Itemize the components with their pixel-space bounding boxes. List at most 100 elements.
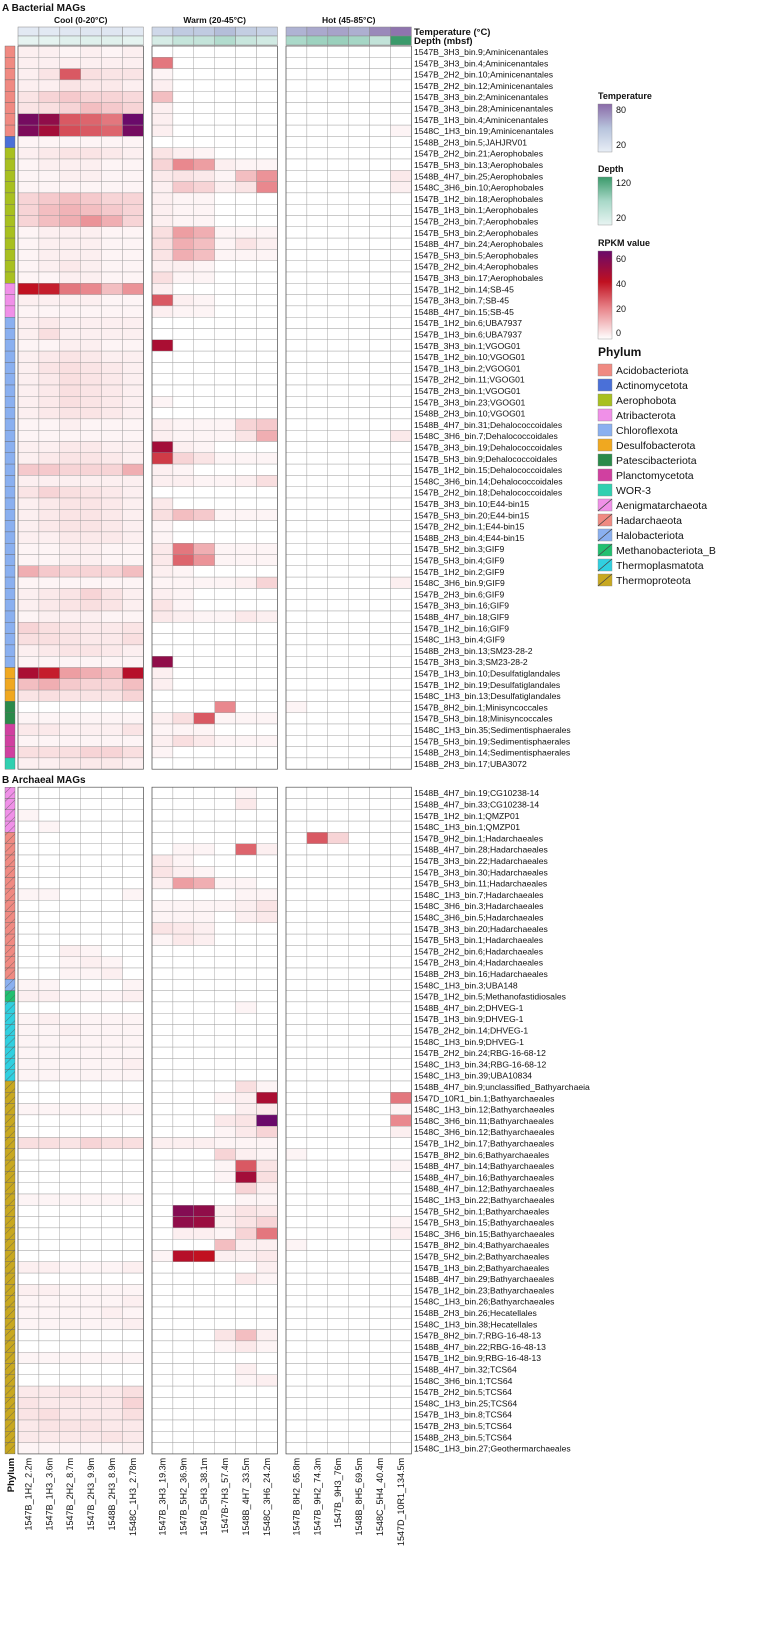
heatmap-cell: [214, 452, 236, 465]
heatmap-cell: [285, 1046, 308, 1059]
heatmap-cell: [306, 900, 328, 912]
heatmap-cell: [38, 820, 61, 833]
heatmap-cell: [151, 124, 174, 137]
heatmap-cell: [122, 283, 144, 295]
heatmap-cell: [38, 900, 61, 912]
heatmap-cell: [59, 57, 81, 69]
heatmap-cell: [235, 1182, 257, 1195]
heatmap-cell: [59, 1058, 81, 1070]
heatmap-cell: [214, 701, 236, 713]
heatmap-cell: [17, 1205, 40, 1217]
heatmap-cell: [214, 877, 236, 890]
heatmap-cell: [390, 1238, 412, 1251]
heatmap-cell: [122, 1385, 144, 1398]
heatmap-cell: [172, 396, 194, 408]
heatmap-cell: [101, 203, 123, 216]
heatmap-cell: [172, 373, 194, 386]
heatmap-cell: [17, 531, 40, 544]
row-label: 1548C_1H3_bin.13;Desulfatiglandales: [414, 691, 561, 701]
heatmap-cell: [122, 373, 144, 386]
heatmap-cell: [348, 787, 370, 799]
heatmap-cell: [38, 1114, 61, 1127]
heatmap-cell: [390, 1351, 412, 1364]
heatmap-cell: [151, 237, 174, 250]
heatmap-cell: [17, 990, 40, 1003]
heatmap-cell: [327, 1272, 349, 1285]
heatmap-cell: [151, 701, 174, 713]
heatmap-cell: [59, 1205, 81, 1217]
heatmap-cell: [256, 249, 278, 261]
heatmap-cell: [235, 158, 257, 171]
heatmap-cell: [327, 565, 349, 578]
heatmap-cell: [214, 68, 236, 81]
heatmap-cell: [172, 1284, 194, 1296]
heatmap-cell: [59, 317, 81, 329]
heatmap-cell: [101, 1205, 123, 1217]
heatmap-cell: [369, 689, 391, 702]
heatmap-cell: [122, 1408, 144, 1421]
heatmap-cell: [172, 57, 194, 69]
heatmap-cell: [101, 1001, 123, 1014]
heatmap-cell: [369, 260, 391, 273]
heatmap-cell: [348, 1250, 370, 1263]
heatmap-cell: [369, 1306, 391, 1319]
heatmap-cell: [214, 249, 236, 261]
heatmap-cell: [235, 271, 257, 284]
heatmap-cell: [285, 1058, 308, 1070]
rpkm-legend-bar: [597, 250, 613, 340]
heatmap-cell: [256, 305, 278, 318]
heatmap-cell: [101, 854, 123, 867]
heatmap-cell: [17, 576, 40, 589]
heatmap-cell: [80, 452, 102, 465]
heatmap-cell: [59, 486, 81, 499]
heatmap-cell: [369, 723, 391, 736]
heatmap-cell: [38, 1284, 61, 1296]
heatmap-cell: [256, 735, 278, 747]
heatmap-cell: [80, 260, 102, 273]
heatmap-cell: [214, 1080, 236, 1093]
heatmap-cell: [193, 1216, 215, 1229]
heatmap-cell: [80, 249, 102, 261]
heatmap-cell: [80, 102, 102, 115]
heatmap-cell: [306, 192, 328, 205]
heatmap-cell: [38, 1171, 61, 1183]
heatmap-cell: [390, 158, 412, 171]
heatmap-cell: [122, 633, 144, 646]
heatmap-cell: [193, 746, 215, 759]
heatmap-cell: [306, 633, 328, 646]
heatmap-cell: [369, 113, 391, 126]
heatmap-cell: [390, 1329, 412, 1342]
heatmap-cell: [151, 396, 174, 408]
heatmap-cell: [306, 1193, 328, 1206]
phylum-legend-swatch: [597, 483, 613, 497]
phylum-strip-cell: [4, 68, 16, 81]
heatmap-cell: [327, 1058, 349, 1070]
heatmap-cell: [101, 339, 123, 352]
temperature-cell: [17, 26, 40, 37]
heatmap-cell: [193, 249, 215, 261]
heatmap-cell: [172, 922, 194, 935]
heatmap-cell: [348, 1013, 370, 1025]
heatmap-cell: [306, 1238, 328, 1251]
heatmap-cell: [59, 260, 81, 273]
heatmap-cell: [172, 610, 194, 623]
heatmap-cell: [80, 656, 102, 668]
phylum-strip-cell: [4, 113, 16, 126]
heatmap-cell: [80, 520, 102, 533]
depth-cell: [101, 35, 123, 46]
heatmap-cell: [390, 362, 412, 374]
heatmap-cell: [151, 1205, 174, 1217]
heatmap-cell: [256, 1419, 278, 1432]
heatmap-cell: [369, 877, 391, 890]
heatmap-cell: [390, 102, 412, 115]
heatmap-cell: [327, 746, 349, 759]
heatmap-cell: [306, 757, 328, 770]
heatmap-cell: [327, 866, 349, 878]
heatmap-cell: [17, 418, 40, 431]
heatmap-cell: [151, 689, 174, 702]
row-label: 1547B_8H2_bin.4;Bathyarchaeales: [414, 1240, 549, 1250]
heatmap-cell: [101, 1080, 123, 1093]
column-label: 1547B_9H2_74.3m: [312, 1458, 322, 1536]
heatmap-cell: [327, 181, 349, 194]
phylum-strip-hatch: [5, 1352, 15, 1364]
